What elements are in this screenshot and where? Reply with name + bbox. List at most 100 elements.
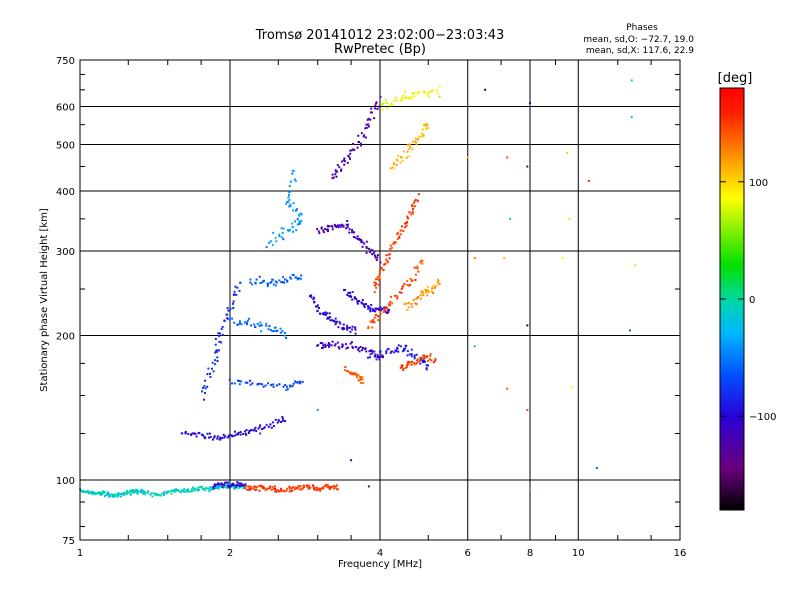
echo-point — [235, 293, 238, 296]
echo-point — [370, 107, 373, 110]
echo-point — [104, 495, 106, 497]
echo-point — [314, 487, 317, 489]
echo-point — [239, 281, 242, 284]
echo-point — [423, 288, 426, 291]
echo-point — [233, 484, 236, 487]
echo-point — [207, 436, 210, 439]
echo-point — [260, 428, 263, 431]
echo-point — [356, 146, 359, 149]
echo-point — [207, 487, 210, 490]
echo-point — [271, 243, 274, 246]
echo-point — [276, 489, 279, 492]
echo-point — [390, 295, 393, 298]
echo-point — [381, 354, 384, 357]
echo-point — [347, 154, 350, 157]
echo-point — [370, 304, 373, 306]
echo-point — [213, 436, 216, 439]
echo-point — [404, 222, 407, 225]
echo-point — [292, 202, 295, 205]
echo-point — [386, 306, 389, 309]
echo-point — [198, 488, 200, 491]
echo-point — [407, 155, 410, 158]
echo-point — [392, 242, 395, 245]
echo-point — [355, 297, 358, 300]
echo-point — [292, 209, 294, 212]
echo-point — [399, 233, 402, 236]
echo-point — [181, 432, 184, 435]
echo-point — [365, 123, 368, 126]
echo-point — [334, 343, 337, 346]
echo-point — [421, 357, 424, 360]
echo-point — [292, 230, 294, 233]
echo-point — [211, 487, 214, 490]
echo-point — [332, 487, 335, 490]
echo-point — [129, 492, 132, 495]
echo-point — [281, 236, 283, 239]
echo-point — [144, 491, 147, 494]
echo-point — [346, 226, 349, 229]
echo-point — [371, 309, 374, 312]
echo-point — [395, 349, 398, 352]
echo-point — [345, 369, 348, 372]
echo-point — [425, 291, 428, 294]
echo-point — [376, 256, 379, 259]
echo-point — [374, 353, 377, 356]
echo-point — [255, 488, 258, 491]
echo-point — [629, 329, 631, 332]
echo-point — [386, 260, 389, 263]
echo-point — [136, 491, 138, 494]
echo-point — [416, 267, 419, 270]
echo-point — [415, 266, 418, 269]
echo-point — [387, 348, 390, 350]
echo-point — [341, 223, 343, 226]
echo-point — [231, 434, 234, 437]
echo-point — [116, 495, 119, 498]
echo-point — [289, 490, 292, 493]
echo-point — [183, 488, 186, 491]
echo-point — [387, 309, 390, 312]
echo-point — [293, 488, 296, 491]
echo-point — [373, 250, 376, 253]
echo-point — [328, 485, 331, 488]
echo-point — [408, 353, 411, 356]
echo-point — [264, 489, 267, 492]
echo-point — [280, 420, 282, 423]
echo-point — [369, 118, 372, 121]
echo-point — [384, 308, 387, 310]
echo-point — [316, 408, 319, 411]
echo-point — [374, 282, 377, 285]
echo-point — [401, 286, 404, 289]
echo-point — [281, 281, 284, 283]
echo-point — [129, 493, 132, 496]
echo-point — [271, 485, 274, 488]
echo-point — [214, 359, 216, 362]
echo-point — [373, 321, 376, 324]
echo-point — [249, 281, 252, 284]
echo-point — [324, 345, 327, 347]
echo-point — [349, 149, 352, 152]
echo-point — [244, 381, 247, 384]
echo-point — [201, 485, 204, 488]
echo-point — [269, 281, 272, 284]
echo-point — [255, 278, 258, 281]
echo-point — [232, 307, 235, 310]
echo-point — [398, 236, 401, 239]
echo-point — [412, 299, 415, 301]
echo-point — [140, 488, 143, 491]
echo-point — [422, 294, 425, 297]
echo-point — [121, 493, 124, 495]
echo-point — [384, 99, 387, 101]
echo-point — [401, 159, 404, 162]
echo-point — [251, 283, 253, 286]
echo-point — [289, 384, 292, 387]
echo-point — [425, 364, 428, 367]
echo-point — [346, 294, 349, 296]
echo-point — [297, 381, 300, 384]
echo-point — [595, 466, 598, 469]
echo-point — [254, 485, 257, 488]
echo-point — [279, 331, 282, 334]
echo-point — [415, 353, 418, 356]
echo-point — [208, 432, 211, 435]
echo-point — [420, 259, 423, 262]
echo-point — [213, 483, 216, 486]
